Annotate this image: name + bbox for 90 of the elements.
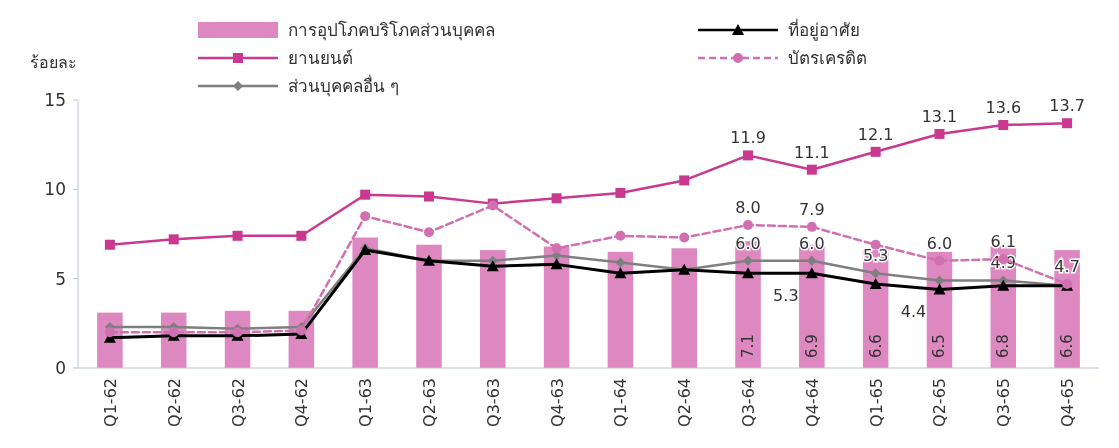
point [360, 189, 371, 200]
data-label: 4.7 [1054, 257, 1080, 277]
x-tick-label: Q1-63 [356, 378, 376, 427]
bar [480, 250, 506, 368]
point [104, 327, 115, 338]
legend-label: บัตรเครดิต [788, 48, 867, 68]
data-label: 12.1 [857, 124, 894, 144]
data-label: 5.3 [773, 286, 799, 306]
x-tick-label: Q1-64 [611, 378, 631, 427]
data-label: 6.8 [994, 334, 1013, 358]
data-label: 13.1 [921, 106, 958, 126]
x-tick-label: Q3-64 [739, 378, 759, 427]
point [679, 175, 690, 186]
y-tick-label: 0 [55, 358, 66, 378]
point [997, 279, 1010, 291]
data-label: 6.1 [990, 232, 1017, 252]
data-label: 4.4 [900, 302, 927, 322]
x-tick-label: Q3-62 [228, 378, 248, 427]
bar [352, 237, 378, 368]
data-label: 8.0 [735, 198, 761, 218]
point [551, 193, 562, 204]
point [870, 239, 881, 250]
x-tick-label: Q2-64 [675, 378, 695, 427]
point [933, 283, 946, 295]
point [1062, 118, 1073, 129]
x-tick-label: Q2-62 [164, 378, 184, 427]
point [615, 187, 626, 198]
point [360, 211, 371, 222]
point [615, 230, 626, 241]
data-label: 6.9 [802, 334, 821, 358]
point [296, 230, 307, 241]
x-tick-label: Q2-65 [930, 378, 950, 427]
bar [543, 246, 570, 368]
point [934, 255, 945, 266]
legend-label: ที่อยู่อาศัย [788, 18, 860, 41]
data-label: 11.9 [730, 128, 766, 148]
data-label: 6.6 [866, 334, 885, 358]
x-tick-label: Q4-62 [292, 378, 312, 427]
data-label: 6.0 [926, 233, 953, 253]
point [679, 232, 690, 243]
data-label: 7.9 [799, 199, 825, 219]
point [934, 275, 945, 286]
bar [671, 248, 697, 368]
point [870, 146, 881, 157]
data-label: 6.5 [930, 334, 949, 358]
x-tick-label: Q3-65 [994, 378, 1014, 427]
point [551, 243, 562, 254]
point [806, 164, 817, 175]
point [869, 278, 882, 290]
data-label: 11.1 [794, 142, 830, 162]
point [805, 267, 818, 279]
legend-label: การอุปโภคบริโภคส่วนบุคคล [288, 20, 495, 41]
x-tick-label: Q4-65 [1058, 378, 1078, 427]
point [614, 267, 627, 279]
data-label: 5.3 [862, 246, 889, 266]
y-tick-label: 5 [55, 268, 66, 289]
x-tick-label: Q4-64 [802, 378, 822, 427]
point [870, 268, 881, 279]
point [168, 234, 179, 245]
data-label: 13.7 [1049, 96, 1085, 116]
point [296, 325, 307, 336]
x-tick-label: Q2-63 [419, 378, 439, 427]
data-label: 6.6 [1058, 334, 1077, 358]
x-tick-label: Q3-63 [483, 378, 503, 427]
point [743, 220, 754, 231]
y-axis-title: ร้อยละ [30, 53, 77, 72]
point [550, 258, 563, 270]
legend-label: ส่วนบุคคลอื่น ๆ [288, 74, 400, 97]
data-label: 13.6 [985, 98, 1022, 118]
bar [416, 244, 442, 368]
x-tick-label: Q1-62 [100, 378, 120, 427]
point [104, 239, 115, 250]
y-tick-label: 10 [44, 179, 66, 200]
point [486, 260, 499, 272]
point [615, 257, 626, 268]
point [806, 221, 817, 232]
point [998, 120, 1009, 131]
y-tick-label: 15 [44, 90, 66, 110]
point [423, 191, 434, 202]
data-label: 6.0 [799, 233, 825, 253]
point [232, 230, 243, 241]
point [742, 267, 755, 279]
legend-label: ยานยนต์ [288, 48, 353, 68]
data-label: 7.1 [739, 334, 758, 358]
x-tick-label: Q4-63 [547, 378, 567, 427]
point [423, 227, 434, 238]
point [934, 128, 945, 139]
point [743, 150, 754, 161]
x-tick-label: Q1-65 [866, 378, 886, 427]
bar [607, 251, 634, 368]
